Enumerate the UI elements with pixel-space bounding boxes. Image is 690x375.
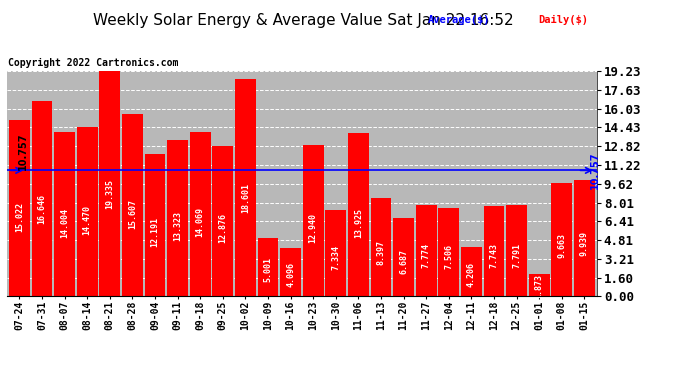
Text: 14.069: 14.069 (196, 207, 205, 237)
Text: Daily($): Daily($) (538, 15, 588, 25)
Text: 19.335: 19.335 (106, 180, 115, 210)
Text: 18.601: 18.601 (241, 183, 250, 213)
Text: 1.873: 1.873 (535, 274, 544, 299)
Text: 16.646: 16.646 (37, 194, 46, 224)
Bar (213, 146, 233, 296)
Bar (122, 114, 143, 296)
Text: 10.757: 10.757 (18, 133, 28, 170)
Text: 15.022: 15.022 (14, 202, 24, 232)
Bar (393, 218, 414, 296)
Text: 7.743: 7.743 (489, 243, 498, 268)
Text: 8.397: 8.397 (377, 240, 386, 264)
Text: 7.774: 7.774 (422, 243, 431, 268)
Bar (257, 238, 278, 296)
Text: 12.940: 12.940 (308, 213, 317, 243)
Bar (99, 70, 120, 296)
Text: Average($): Average($) (428, 15, 491, 25)
Bar (145, 154, 166, 296)
Bar (54, 132, 75, 296)
Bar (235, 79, 256, 296)
Bar (280, 248, 301, 296)
Text: 4.096: 4.096 (286, 262, 295, 287)
Bar (190, 132, 210, 296)
Text: 14.004: 14.004 (60, 207, 69, 237)
Text: 10.757: 10.757 (590, 152, 600, 189)
Text: 12.191: 12.191 (150, 217, 159, 247)
Bar (326, 210, 346, 296)
Bar (529, 274, 550, 296)
Bar (167, 140, 188, 296)
Bar (9, 120, 30, 296)
Text: 7.334: 7.334 (331, 245, 340, 270)
Bar (416, 205, 437, 296)
Bar (438, 209, 460, 296)
Text: Copyright 2022 Cartronics.com: Copyright 2022 Cartronics.com (8, 58, 179, 68)
Text: 4.206: 4.206 (467, 262, 476, 286)
Text: 7.791: 7.791 (512, 243, 521, 268)
Bar (32, 102, 52, 296)
Text: Weekly Solar Energy & Average Value Sat Jan 22 16:52: Weekly Solar Energy & Average Value Sat … (93, 13, 514, 28)
Bar (371, 198, 391, 296)
Text: 15.607: 15.607 (128, 199, 137, 229)
Text: 7.506: 7.506 (444, 244, 453, 269)
Text: 9.663: 9.663 (558, 233, 566, 258)
Text: 12.876: 12.876 (218, 213, 227, 243)
Bar (303, 145, 324, 296)
Text: 14.470: 14.470 (83, 205, 92, 235)
Bar (461, 247, 482, 296)
Bar (551, 183, 572, 296)
Text: 9.939: 9.939 (580, 231, 589, 256)
Text: 6.687: 6.687 (399, 249, 408, 273)
Bar (506, 205, 527, 296)
Bar (77, 127, 97, 296)
Text: 13.323: 13.323 (173, 211, 182, 241)
Bar (484, 206, 504, 296)
Text: 5.001: 5.001 (264, 257, 273, 282)
Text: 13.925: 13.925 (354, 208, 363, 238)
Bar (574, 180, 595, 296)
Bar (348, 134, 368, 296)
